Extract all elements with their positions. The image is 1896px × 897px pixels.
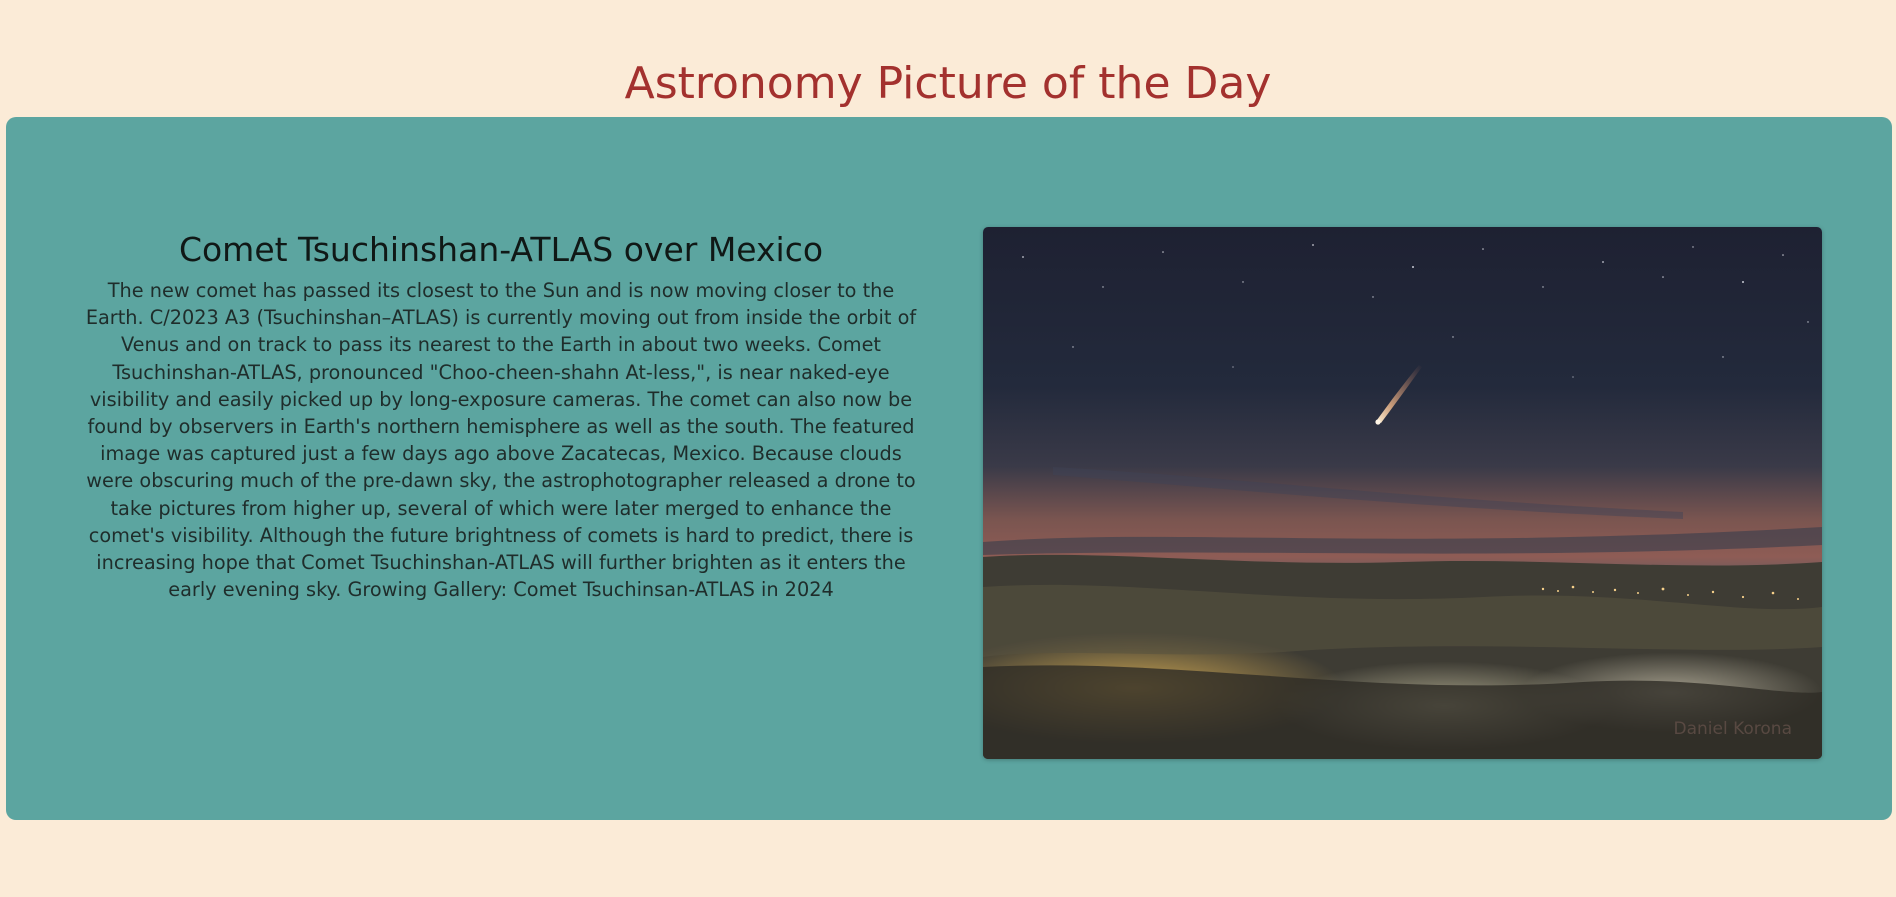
article-body: The new comet has passed its closest to … bbox=[85, 279, 917, 602]
apod-card: Comet Tsuchinshan-ATLAS over Mexico The … bbox=[6, 117, 1892, 820]
apod-photo[interactable]: Daniel Korona bbox=[983, 227, 1822, 759]
comet-photo-image bbox=[983, 227, 1822, 759]
photo-credit: Daniel Korona bbox=[1673, 719, 1792, 739]
article-title: Comet Tsuchinshan-ATLAS over Mexico bbox=[178, 230, 824, 269]
article-text-column: Comet Tsuchinshan-ATLAS over Mexico The … bbox=[76, 227, 926, 603]
page-title: Astronomy Picture of the Day bbox=[624, 58, 1272, 109]
